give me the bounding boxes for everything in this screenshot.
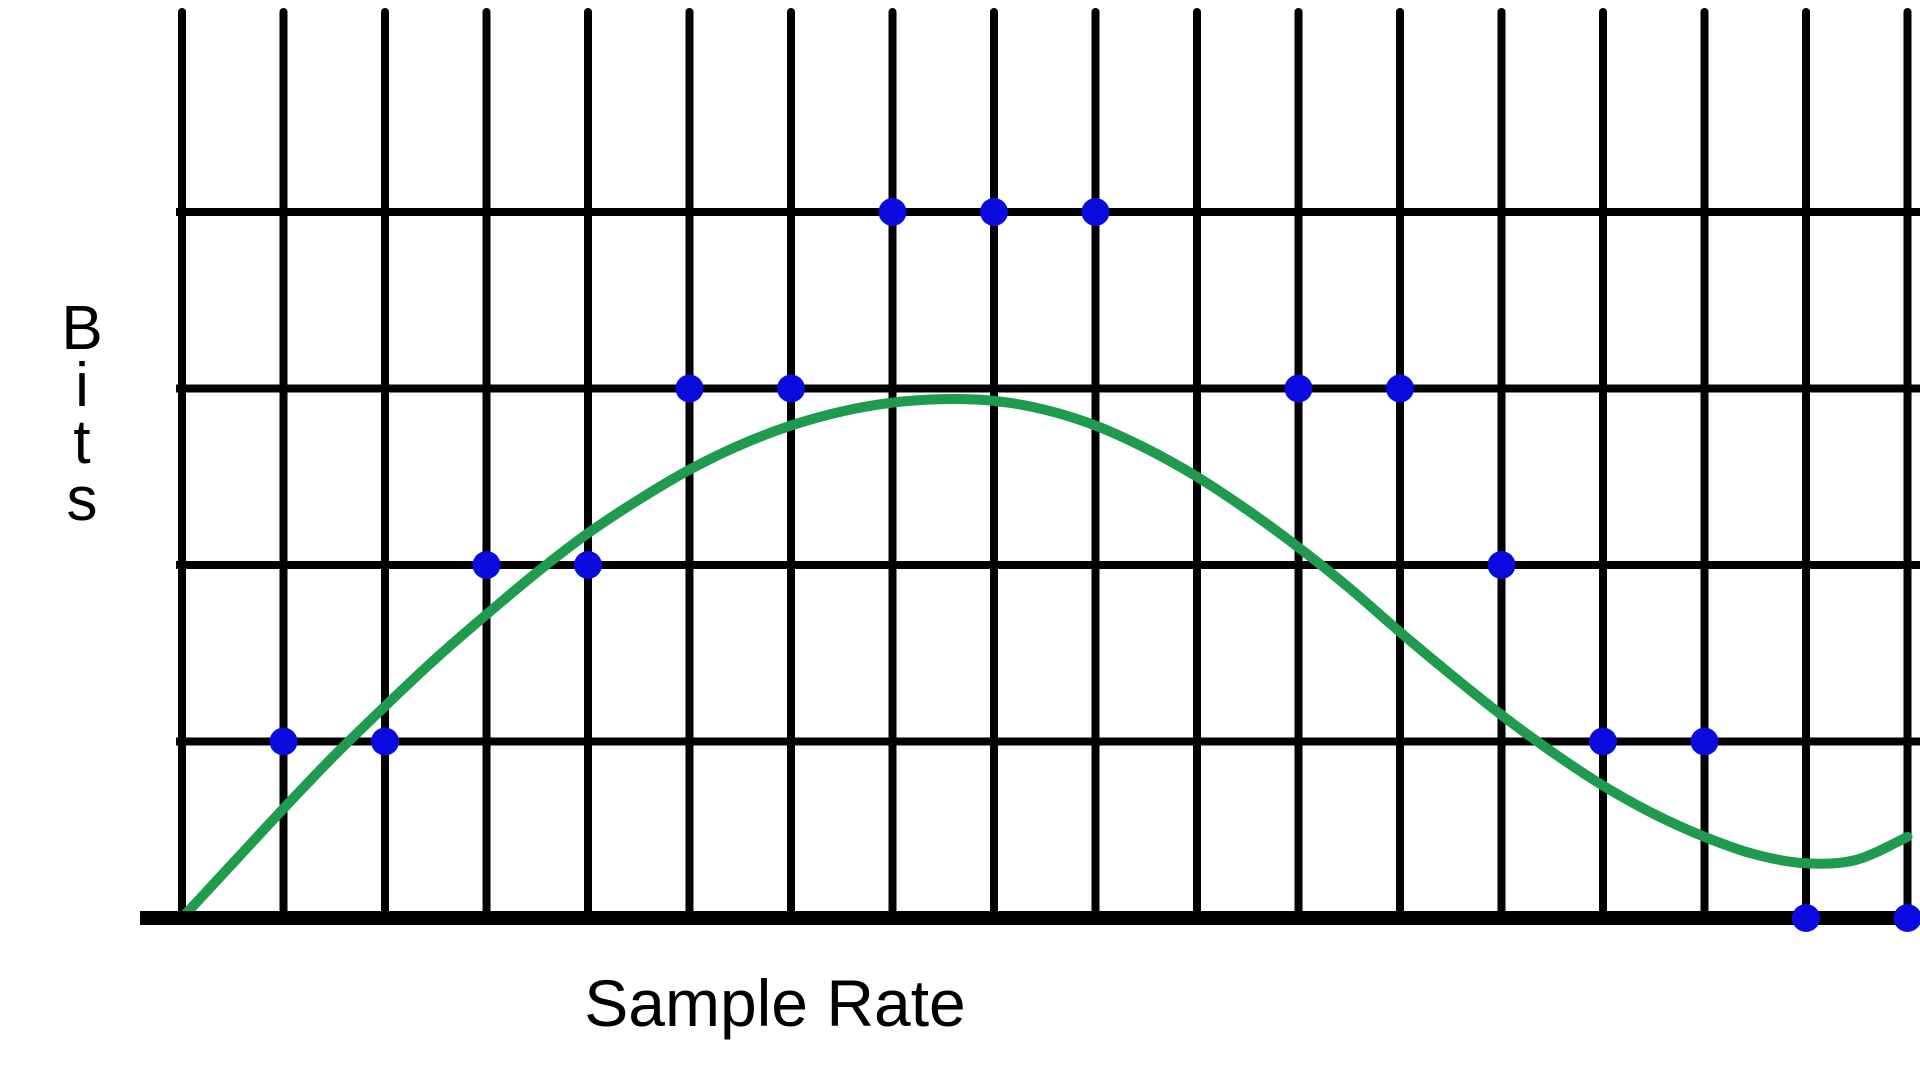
y-axis-label: B i t s — [42, 294, 122, 535]
sample-point — [1386, 374, 1414, 403]
y-axis-label-char-1: i — [75, 351, 89, 421]
x-axis-label: Sample Rate — [584, 966, 966, 1040]
sample-point — [472, 551, 501, 579]
sample-point — [1792, 904, 1820, 932]
sample-point — [777, 374, 805, 403]
sample-point — [675, 374, 704, 403]
sample-point — [980, 198, 1008, 226]
vertical-gridlines — [178, 8, 1912, 922]
sample-point — [1589, 727, 1617, 756]
sample-points — [269, 198, 1920, 932]
sample-point — [574, 551, 602, 579]
y-axis-label-char-0: B — [61, 294, 103, 363]
sample-point — [878, 198, 907, 226]
sample-point — [1284, 374, 1313, 403]
sample-point — [371, 727, 399, 756]
sample-point — [1081, 198, 1110, 226]
sample-point — [1690, 727, 1719, 756]
sample-point — [269, 727, 298, 756]
sample-point — [1893, 904, 1920, 932]
sample-point — [1487, 551, 1516, 579]
horizontal-gridlines — [176, 208, 1920, 746]
y-axis-label-char-3: s — [66, 465, 98, 535]
y-axis-label-char-2: t — [73, 408, 91, 478]
fitted-curve — [177, 393, 1913, 923]
